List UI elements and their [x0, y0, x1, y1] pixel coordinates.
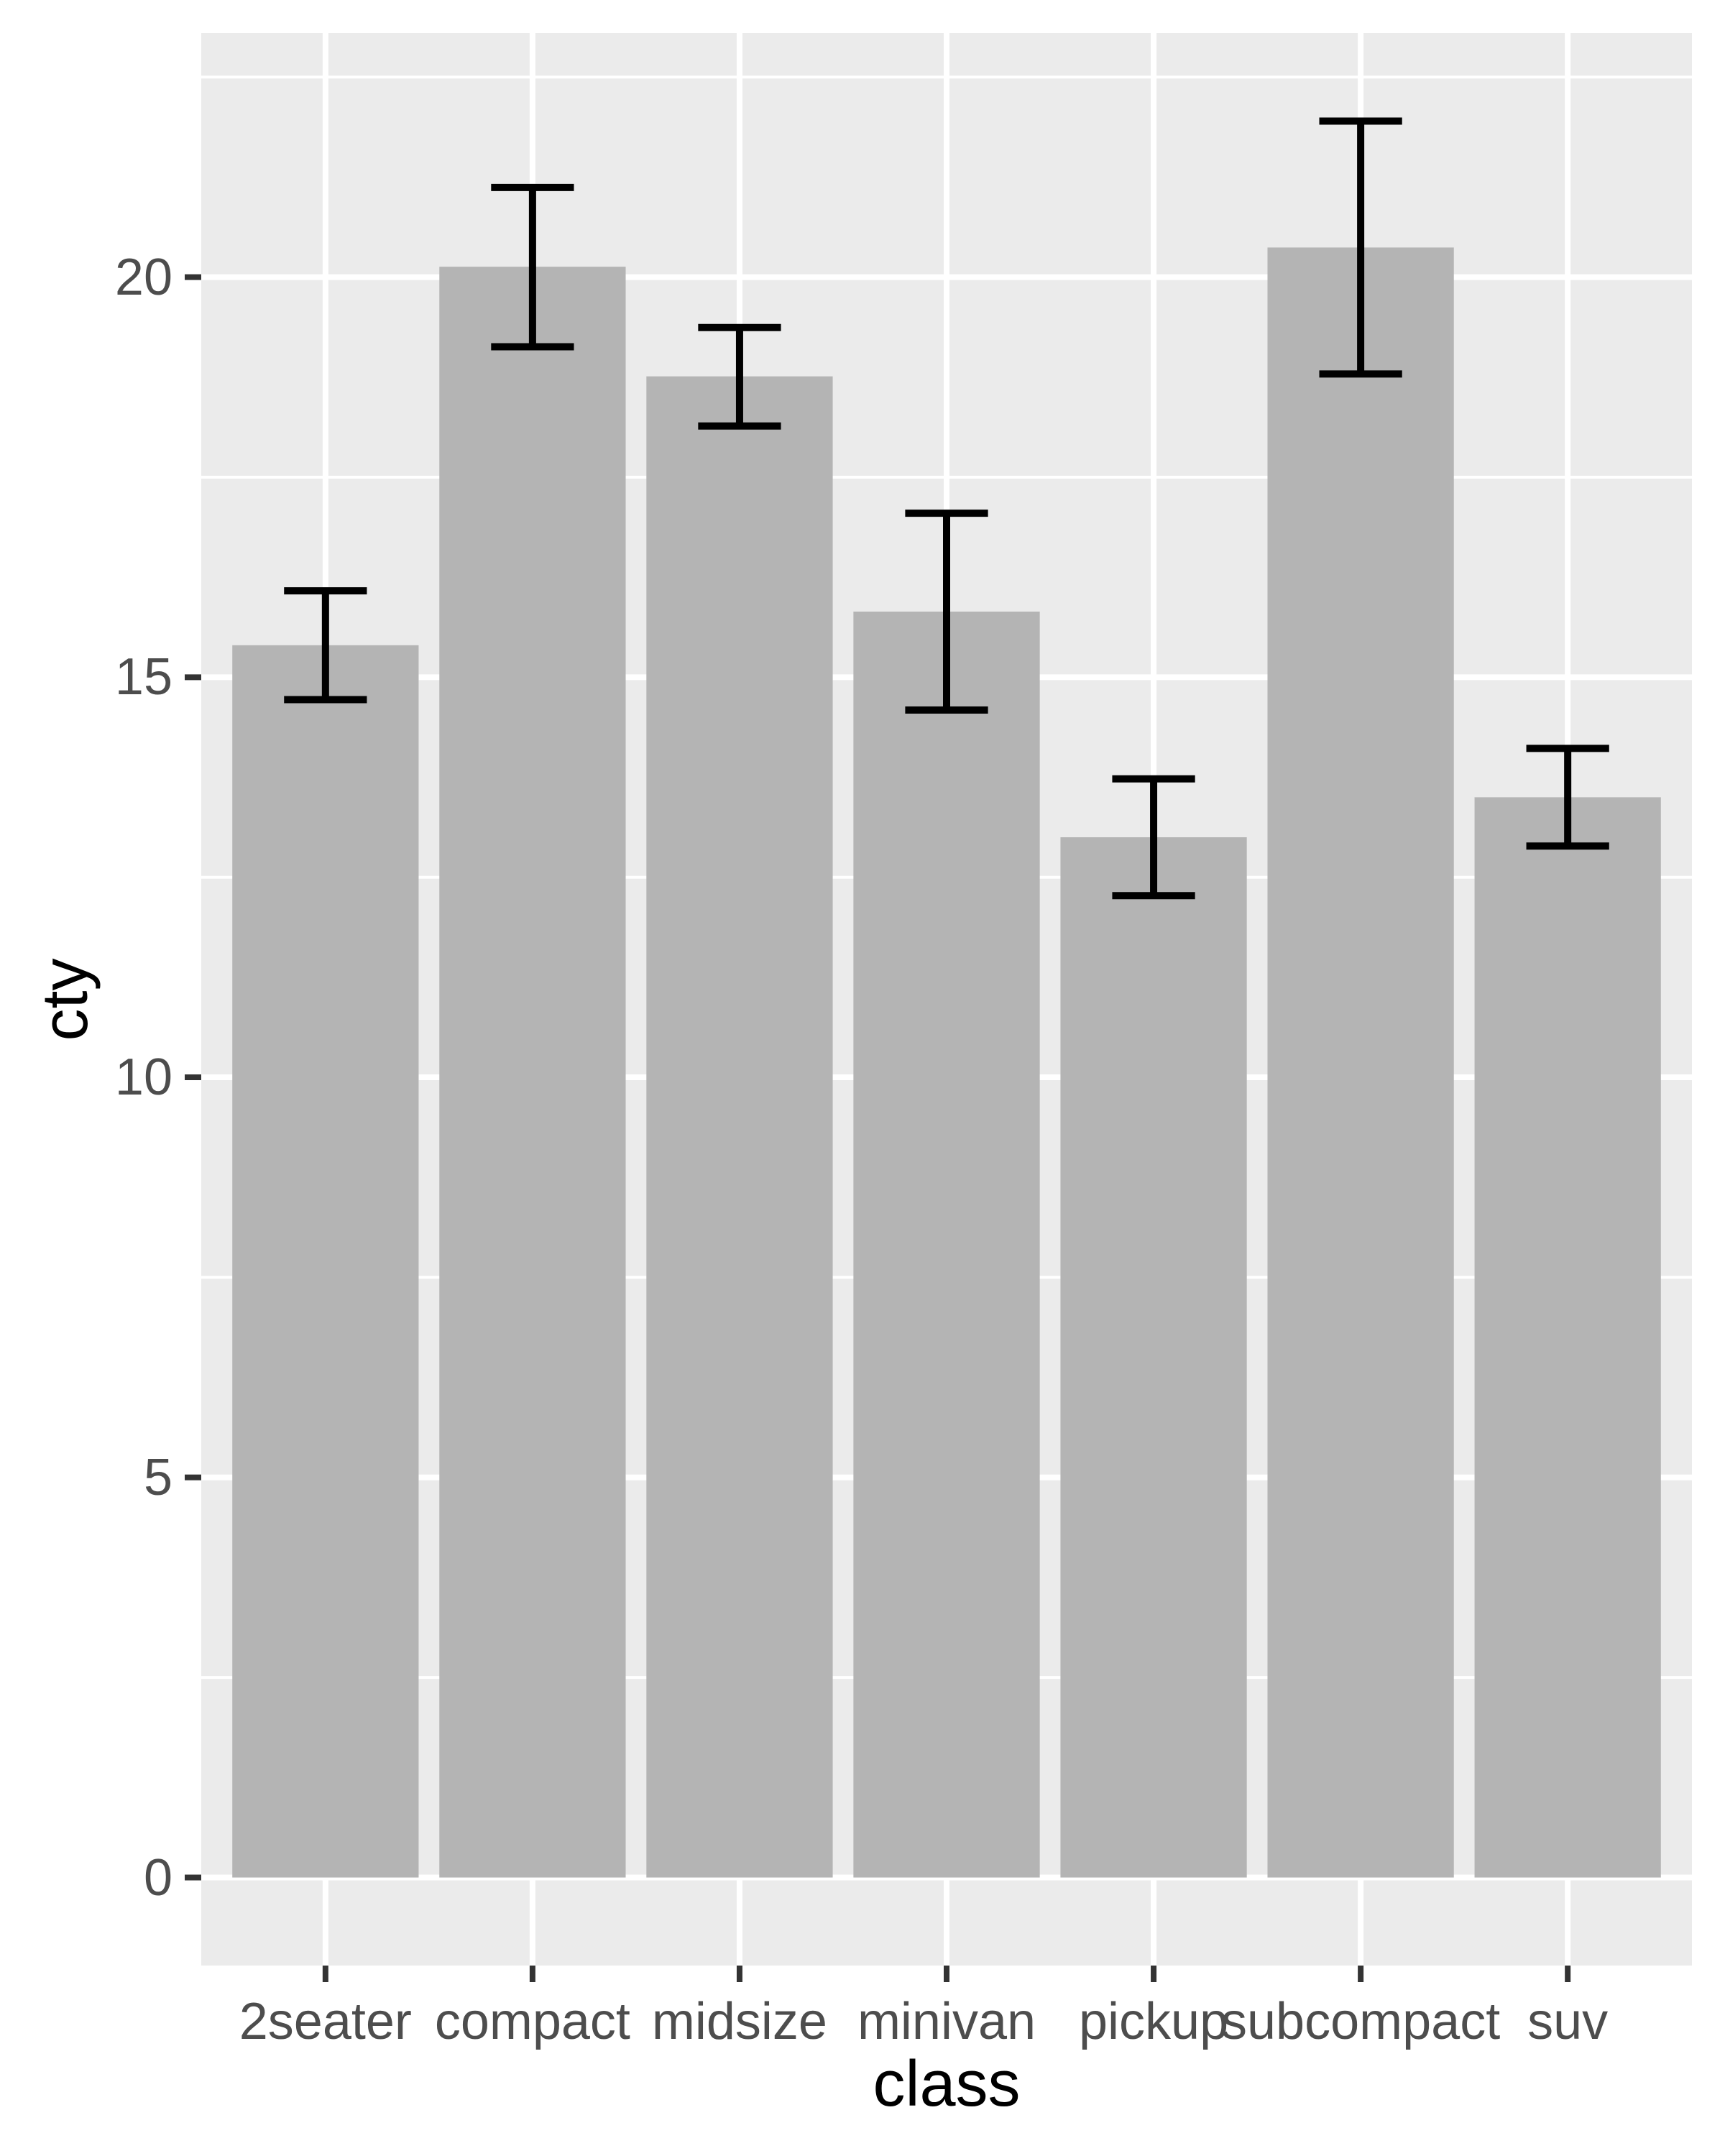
x-tick-label-minivan: minivan: [857, 1993, 1036, 2050]
x-axis-title: class: [873, 2048, 1021, 2120]
x-tick-label-compact: compact: [434, 1993, 630, 2050]
bar-pickup: [1060, 837, 1247, 1878]
bar-minivan: [853, 612, 1040, 1878]
x-tick-label-midsize: midsize: [651, 1993, 827, 2050]
bar-2seater: [232, 645, 419, 1878]
y-axis-title: cty: [29, 957, 101, 1041]
y-tick-label-10: 10: [114, 1049, 172, 1107]
x-tick-label-pickup: pickup: [1078, 1993, 1229, 2050]
y-tick-label-5: 5: [143, 1448, 172, 1506]
y-tick-label-20: 20: [114, 248, 172, 306]
bar-subcompact: [1267, 247, 1454, 1878]
x-tick-label-suv: suv: [1527, 1993, 1609, 2050]
bar-suv: [1474, 797, 1661, 1878]
x-tick-label-2seater: 2seater: [239, 1993, 412, 2050]
y-tick-label-0: 0: [143, 1848, 172, 1907]
y-tick-label-15: 15: [114, 648, 172, 706]
bar-compact: [439, 267, 626, 1878]
bar-midsize: [646, 376, 833, 1878]
x-tick-label-subcompact: subcompact: [1221, 1993, 1501, 2050]
